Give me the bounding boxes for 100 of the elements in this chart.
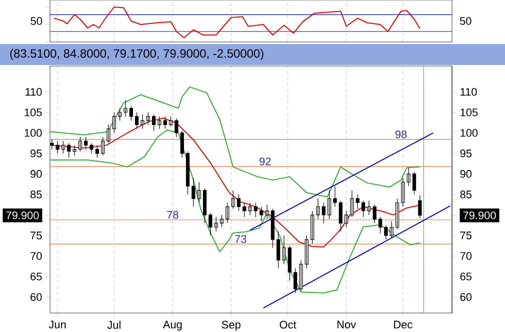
candlestick	[135, 112, 139, 130]
candlestick	[124, 100, 128, 117]
x-tick-label: Aug	[162, 320, 182, 331]
text: 50	[460, 17, 472, 25]
y2-tick-label: 100	[460, 129, 478, 137]
candlestick	[270, 208, 275, 248]
y2-tick-label: 65	[460, 272, 472, 280]
candlestick	[395, 198, 400, 230]
candlestick	[350, 190, 354, 218]
candlestick	[112, 112, 116, 134]
y-tick-label: 90	[30, 170, 42, 178]
y2-tick-label: 79.900	[463, 211, 496, 220]
candlestick	[333, 186, 337, 208]
y-tick-label: 65	[30, 272, 42, 280]
candlestick	[152, 114, 156, 132]
candlestick	[384, 224, 388, 240]
y-tick-label: 60	[30, 293, 42, 301]
candlestick	[168, 116, 173, 128]
candlestick	[299, 260, 303, 292]
y2-tick-label: 105	[460, 108, 478, 116]
candlestick	[202, 188, 207, 224]
candlestick	[226, 202, 230, 224]
annotation: 78	[167, 210, 178, 219]
x-tick-label: Nov	[337, 320, 356, 328]
candlestick	[236, 194, 241, 212]
line-series	[50, 118, 420, 248]
candlestick	[288, 245, 292, 281]
y-tick-label: 79.900	[6, 211, 39, 220]
candlestick	[344, 210, 348, 228]
candlestick	[310, 210, 314, 244]
candlestick	[372, 204, 376, 224]
line-series	[50, 130, 420, 294]
annotation: 92	[260, 158, 271, 166]
annotation: 98	[395, 130, 407, 138]
candlestick	[146, 112, 150, 125]
candlestick	[282, 235, 286, 264]
candlestick	[84, 136, 88, 150]
candlestick	[72, 144, 76, 156]
candlestick	[378, 216, 382, 234]
y2-tick-label: 110	[460, 88, 477, 96]
candlestick	[406, 167, 410, 187]
candlestick	[322, 202, 326, 224]
candlestick	[260, 206, 264, 222]
candlestick	[106, 124, 110, 144]
y2-tick-label: 95	[460, 150, 472, 158]
candlestick	[254, 202, 258, 218]
candlestick	[220, 214, 224, 228]
candlestick	[192, 178, 196, 208]
candlestick	[95, 144, 99, 158]
chart-title: (83.5100, 84.8000, 79.1700, 79.9000, -2.50000)	[10, 48, 264, 60]
candlestick	[412, 172, 416, 195]
y2-tick-label: 90	[460, 170, 472, 178]
candlestick	[78, 136, 82, 152]
candlestick	[56, 140, 60, 154]
candlestick	[163, 116, 167, 130]
candlestick	[186, 151, 190, 195]
candlestick	[294, 268, 298, 294]
candlestick	[231, 190, 235, 210]
candlestick	[356, 194, 360, 210]
candlestick	[276, 231, 280, 269]
line-series	[50, 86, 420, 198]
candlestick	[242, 202, 246, 218]
candlestick	[328, 190, 332, 220]
candlestick	[180, 130, 184, 158]
y2-tick-label: 75	[460, 232, 472, 240]
candlestick	[418, 194, 422, 219]
candlestick	[90, 142, 94, 154]
candlestick	[158, 116, 162, 130]
x-tick-label: Sep	[222, 320, 240, 331]
x-tick-label: Dec	[394, 320, 412, 328]
candlestick	[248, 202, 252, 216]
candlestick	[265, 204, 269, 220]
y-tick-label: 85	[30, 190, 42, 198]
y2-tick-label: 85	[460, 190, 472, 198]
y2-tick-label: 60	[460, 293, 472, 301]
annotation: 73	[235, 235, 246, 243]
candlestick	[304, 235, 308, 269]
candlestick	[129, 106, 133, 121]
candlestick	[338, 200, 342, 232]
text: 50	[30, 17, 42, 25]
y-tick-label: 100	[24, 129, 42, 137]
y-tick-label: 105	[24, 108, 42, 116]
x-tick-label: Jul	[107, 320, 120, 329]
y-tick-label: 95	[30, 150, 42, 158]
y2-tick-label: 70	[460, 252, 472, 260]
candlestick	[316, 198, 320, 220]
candlestick	[118, 108, 122, 121]
candlestick	[174, 118, 178, 138]
y-tick-label: 110	[26, 88, 42, 96]
candlestick	[197, 182, 201, 203]
candlestick	[67, 142, 71, 158]
x-tick-label: Jun	[48, 320, 66, 328]
y-tick-label: 70	[30, 252, 42, 260]
candlestick	[390, 220, 394, 238]
candlestick	[361, 200, 366, 218]
candlestick	[401, 178, 405, 208]
y-tick-label: 75	[30, 232, 42, 240]
x-tick-label: Oct	[280, 320, 296, 329]
candlestick	[140, 114, 144, 130]
candlestick	[367, 200, 371, 216]
